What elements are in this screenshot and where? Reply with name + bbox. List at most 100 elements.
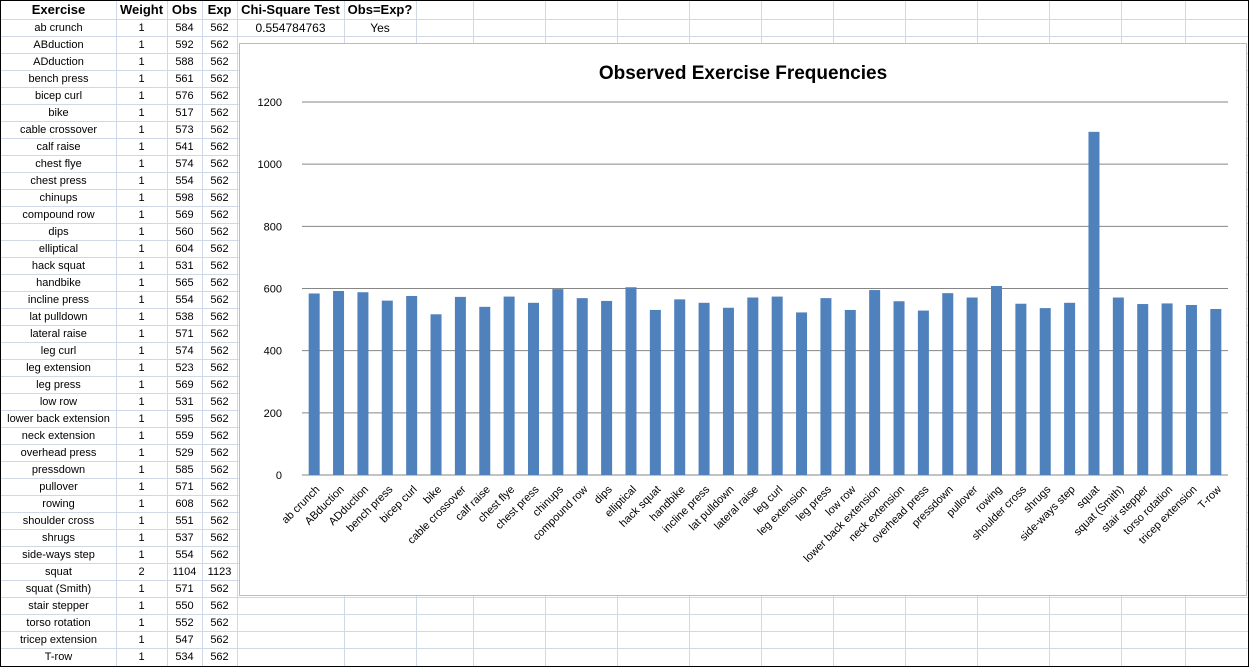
row-expected[interactable]: 562 xyxy=(210,192,229,204)
bar[interactable] xyxy=(844,309,856,475)
row-weight[interactable]: 1 xyxy=(138,498,145,510)
row-observed[interactable]: 538 xyxy=(175,311,194,323)
row-observed[interactable]: 574 xyxy=(175,158,194,170)
row-observed[interactable]: 598 xyxy=(175,192,194,204)
bar[interactable] xyxy=(1161,303,1173,475)
bar[interactable] xyxy=(357,292,369,475)
row-weight[interactable]: 1 xyxy=(138,515,145,527)
bar[interactable] xyxy=(576,298,588,475)
bar[interactable] xyxy=(1064,302,1076,475)
row-weight[interactable]: 1 xyxy=(138,158,145,170)
obs-eq-exp-value[interactable]: Yes xyxy=(370,21,390,35)
bar[interactable] xyxy=(1185,304,1197,475)
row-exercise-name[interactable]: T-row xyxy=(44,651,73,663)
row-expected[interactable]: 562 xyxy=(210,226,229,238)
bar[interactable] xyxy=(966,297,978,475)
row-exercise-name[interactable]: bicep curl xyxy=(34,90,83,102)
row-expected[interactable]: 562 xyxy=(210,22,229,34)
row-observed[interactable]: 523 xyxy=(175,362,194,374)
row-observed[interactable]: 552 xyxy=(175,617,194,629)
row-observed[interactable]: 554 xyxy=(175,294,194,306)
row-weight[interactable]: 1 xyxy=(138,277,145,289)
row-observed[interactable]: 571 xyxy=(175,328,194,340)
bar[interactable] xyxy=(698,302,710,475)
row-observed[interactable]: 604 xyxy=(175,243,194,255)
row-expected[interactable]: 562 xyxy=(210,311,229,323)
row-expected[interactable]: 562 xyxy=(210,617,229,629)
bar[interactable] xyxy=(991,286,1002,475)
row-weight[interactable]: 1 xyxy=(138,532,145,544)
bar[interactable] xyxy=(333,290,345,475)
row-exercise-name[interactable]: torso rotation xyxy=(26,617,91,629)
row-exercise-name[interactable]: shrugs xyxy=(41,532,76,544)
row-observed[interactable]: 541 xyxy=(175,141,194,153)
row-expected[interactable]: 562 xyxy=(210,141,229,153)
row-observed[interactable]: 571 xyxy=(175,583,194,595)
bar[interactable] xyxy=(381,300,393,475)
row-exercise-name[interactable]: neck extension xyxy=(21,430,96,442)
row-weight[interactable]: 1 xyxy=(138,430,145,442)
row-observed[interactable]: 574 xyxy=(175,345,194,357)
row-expected[interactable]: 562 xyxy=(210,56,229,68)
row-weight[interactable]: 1 xyxy=(138,634,145,646)
row-weight[interactable]: 1 xyxy=(138,124,145,136)
row-expected[interactable]: 562 xyxy=(210,651,229,663)
bar[interactable] xyxy=(674,299,686,475)
row-expected[interactable]: 562 xyxy=(210,124,229,136)
row-expected[interactable]: 562 xyxy=(210,90,229,102)
row-weight[interactable]: 1 xyxy=(138,549,145,561)
bar[interactable] xyxy=(649,309,661,475)
bar[interactable] xyxy=(479,306,491,475)
row-weight[interactable]: 1 xyxy=(138,260,145,272)
row-expected[interactable]: 562 xyxy=(210,175,229,187)
row-exercise-name[interactable]: chest press xyxy=(30,175,87,187)
bar[interactable] xyxy=(869,290,881,475)
bar[interactable] xyxy=(308,293,320,475)
bar[interactable] xyxy=(771,296,783,475)
row-observed[interactable]: 588 xyxy=(175,56,194,68)
row-observed[interactable]: 571 xyxy=(175,481,194,493)
row-expected[interactable]: 562 xyxy=(210,430,229,442)
bar[interactable] xyxy=(893,301,905,475)
row-weight[interactable]: 1 xyxy=(138,583,145,595)
row-observed[interactable]: 569 xyxy=(175,379,194,391)
row-weight[interactable]: 1 xyxy=(138,294,145,306)
bar[interactable] xyxy=(1210,309,1222,475)
row-expected[interactable]: 562 xyxy=(210,498,229,510)
bar[interactable] xyxy=(942,293,954,475)
row-observed[interactable]: 561 xyxy=(175,73,194,85)
header-chi-square-test[interactable]: Chi-Square Test xyxy=(241,2,340,17)
row-exercise-name[interactable]: calf raise xyxy=(36,141,81,153)
row-expected[interactable]: 562 xyxy=(210,447,229,459)
row-observed[interactable]: 531 xyxy=(175,260,194,272)
row-observed[interactable]: 576 xyxy=(175,90,194,102)
chart-area[interactable]: Observed Exercise Frequencies 0 200 400 600 8… xyxy=(239,43,1247,596)
row-exercise-name[interactable]: leg extension xyxy=(26,362,91,374)
bar[interactable] xyxy=(1015,303,1027,475)
bar[interactable] xyxy=(1088,131,1100,475)
row-exercise-name[interactable]: bench press xyxy=(28,73,89,85)
bar[interactable] xyxy=(747,297,759,475)
row-weight[interactable]: 1 xyxy=(138,345,145,357)
bar[interactable] xyxy=(796,312,808,475)
row-observed[interactable]: 554 xyxy=(175,175,194,187)
row-exercise-name[interactable]: ABduction xyxy=(33,39,84,51)
row-exercise-name[interactable]: squat (Smith) xyxy=(25,583,92,595)
header-exercise[interactable]: Exercise xyxy=(31,2,86,17)
row-exercise-name[interactable]: overhead press xyxy=(20,447,97,459)
row-weight[interactable]: 1 xyxy=(138,175,145,187)
row-expected[interactable]: 562 xyxy=(210,600,229,612)
row-exercise-name[interactable]: lower back extension xyxy=(7,413,110,425)
row-observed[interactable]: 1104 xyxy=(172,566,197,578)
bar[interactable] xyxy=(722,307,734,475)
row-expected[interactable]: 562 xyxy=(210,549,229,561)
row-exercise-name[interactable]: shoulder cross xyxy=(22,515,95,527)
row-exercise-name[interactable]: bike xyxy=(48,107,69,119)
row-exercise-name[interactable]: hack squat xyxy=(31,260,86,272)
bar[interactable] xyxy=(1039,308,1051,475)
row-observed[interactable]: 551 xyxy=(175,515,194,527)
row-exercise-name[interactable]: squat xyxy=(45,566,72,578)
row-expected[interactable]: 562 xyxy=(210,39,229,51)
row-observed[interactable]: 565 xyxy=(175,277,194,289)
row-observed[interactable]: 608 xyxy=(175,498,194,510)
